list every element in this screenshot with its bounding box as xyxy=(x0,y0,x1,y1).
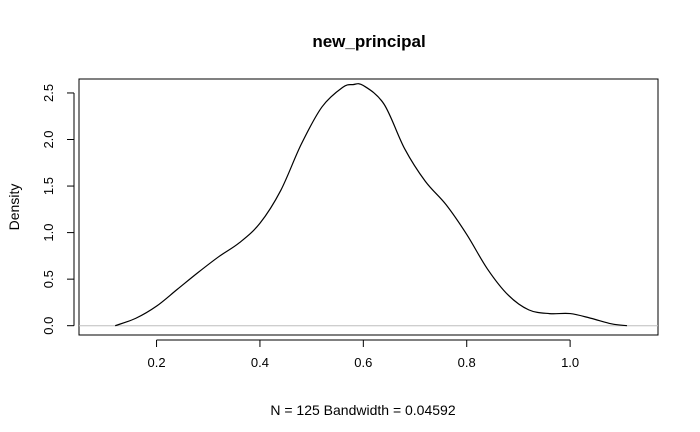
x-tick-label: 0.4 xyxy=(251,355,269,370)
x-tick-label: 0.6 xyxy=(354,355,372,370)
x-axis: 0.2 0.4 0.6 0.8 1.0 xyxy=(148,339,579,370)
y-axis: 0.0 0.5 1.0 1.5 2.0 2.5 xyxy=(41,84,75,335)
y-tick-label: 1.0 xyxy=(41,224,56,242)
x-tick-label: 0.2 xyxy=(148,355,166,370)
x-tick-label: 1.0 xyxy=(561,355,579,370)
y-axis-label: Density xyxy=(6,184,22,231)
y-tick-label: 2.5 xyxy=(41,84,56,102)
density-line xyxy=(114,83,628,327)
x-tick-label: 0.8 xyxy=(458,355,476,370)
x-axis-label: N = 125 Bandwidth = 0.04592 xyxy=(270,402,455,418)
y-tick-label: 1.5 xyxy=(41,177,56,195)
plot-frame xyxy=(78,78,659,336)
y-tick-label: 0.0 xyxy=(41,317,56,335)
y-tick-label: 0.5 xyxy=(41,270,56,288)
y-tick-label: 2.0 xyxy=(41,130,56,148)
chart-title: new_principal xyxy=(312,32,425,51)
